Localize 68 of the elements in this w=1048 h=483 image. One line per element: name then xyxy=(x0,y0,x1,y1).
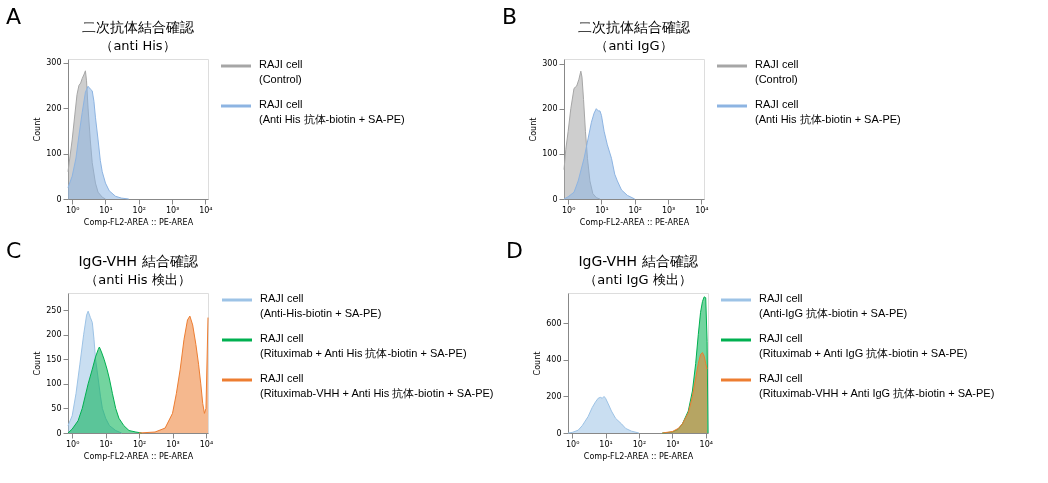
legend-label: RAJI cell (Control) xyxy=(259,58,303,85)
x-tick-label: 10⁴ xyxy=(699,439,713,449)
y-tick-label: 50 xyxy=(51,403,62,413)
y-tick-label: 200 xyxy=(46,103,62,113)
legend-label: RAJI cell (Anti-His-biotin + SA-PE) xyxy=(260,292,382,319)
x-tick-label: 10³ xyxy=(666,439,680,449)
chart-title: IgG-VHH 結合確認 xyxy=(578,253,698,269)
chart-subtitle: （anti His 検出） xyxy=(85,272,191,287)
x-tick-label: 10⁰ xyxy=(561,205,576,215)
x-tick-label: 10³ xyxy=(661,205,676,215)
y-axis-title: Count xyxy=(533,351,543,376)
x-axis-title: Comp-FL2-AREA :: PE-AREA xyxy=(83,451,194,461)
legend-label: RAJI cell (Rituximab-VHH + Anti His 抗体-biotin + SA-PE) xyxy=(260,372,494,399)
legend-label: RAJI cell (Rituximab + Anti IgG 抗体-biotin + SA-PE) xyxy=(759,332,968,359)
x-tick-label: 10⁴ xyxy=(695,205,709,215)
chart-title: 二次抗体結合確認 xyxy=(82,19,194,35)
x-tick-label: 10² xyxy=(632,439,647,449)
y-tick-label: 100 xyxy=(46,379,62,389)
x-tick-label: 10² xyxy=(132,439,147,449)
chart-title: 二次抗体結合確認 xyxy=(578,19,690,35)
y-tick-label: 0 xyxy=(56,428,62,438)
y-tick-label: 200 xyxy=(546,391,562,401)
legend-label: RAJI cell (Anti His 抗体-biotin + SA-PE) xyxy=(259,98,405,125)
y-axis-title: Count xyxy=(33,351,43,376)
y-tick-label: 200 xyxy=(46,330,62,340)
x-axis-title: Comp-FL2-AREA :: PE-AREA xyxy=(583,451,694,461)
chart-subtitle: （anti IgG 検出） xyxy=(584,272,692,287)
x-axis-title: Comp-FL2-AREA :: PE-AREA xyxy=(83,217,194,227)
y-axis-title: Count xyxy=(529,117,539,142)
y-tick-label: 300 xyxy=(46,58,62,68)
y-tick-label: 400 xyxy=(546,355,562,365)
y-tick-label: 600 xyxy=(546,318,562,328)
x-tick-label: 10⁰ xyxy=(65,439,80,449)
legend-label: RAJI cell (Rituximab + Anti His 抗体-biotin + SA-PE) xyxy=(260,332,467,359)
x-axis-title: Comp-FL2-AREA :: PE-AREA xyxy=(579,217,690,227)
x-tick-label: 10⁴ xyxy=(199,439,214,449)
x-tick-label: 10¹ xyxy=(595,205,609,215)
y-tick-label: 100 xyxy=(542,149,558,159)
legend-label: RAJI cell (Anti His 抗体-biotin + SA-PE) xyxy=(755,98,901,125)
y-tick-label: 0 xyxy=(56,194,62,204)
y-tick-label: 200 xyxy=(542,104,558,114)
x-tick-label: 10¹ xyxy=(599,439,613,449)
y-tick-label: 300 xyxy=(542,59,558,69)
x-tick-label: 10¹ xyxy=(99,439,113,449)
y-tick-label: 150 xyxy=(46,354,62,364)
y-axis-title: Count xyxy=(33,117,43,142)
y-tick-label: 250 xyxy=(46,305,62,315)
x-tick-label: 10² xyxy=(628,205,642,215)
legend-label: RAJI cell (Rituximab-VHH + Anti IgG 抗体-biotin + SA-PE) xyxy=(759,372,995,399)
x-tick-label: 10³ xyxy=(165,205,180,215)
text: C xyxy=(6,238,22,263)
chart-title: IgG-VHH 結合確認 xyxy=(78,253,198,269)
chart-subtitle: （anti His） xyxy=(100,38,176,53)
y-tick-label: 0 xyxy=(556,428,562,438)
x-tick-label: 10⁴ xyxy=(199,205,213,215)
x-tick-label: 10¹ xyxy=(99,205,113,215)
chart-subtitle: （anti IgG） xyxy=(595,38,673,53)
legend-label: RAJI cell (Control) xyxy=(755,58,799,85)
x-tick-label: 10³ xyxy=(166,439,180,449)
x-tick-label: 10² xyxy=(132,205,146,215)
x-tick-label: 10⁰ xyxy=(565,439,580,449)
legend-label: RAJI cell (Anti-IgG 抗体-biotin + SA-PE) xyxy=(759,292,908,319)
text: A xyxy=(6,4,22,29)
x-tick-label: 10⁰ xyxy=(65,205,80,215)
y-tick-label: 0 xyxy=(552,194,558,204)
text: B xyxy=(502,4,518,29)
text: D xyxy=(506,238,523,263)
y-tick-label: 100 xyxy=(46,149,62,159)
